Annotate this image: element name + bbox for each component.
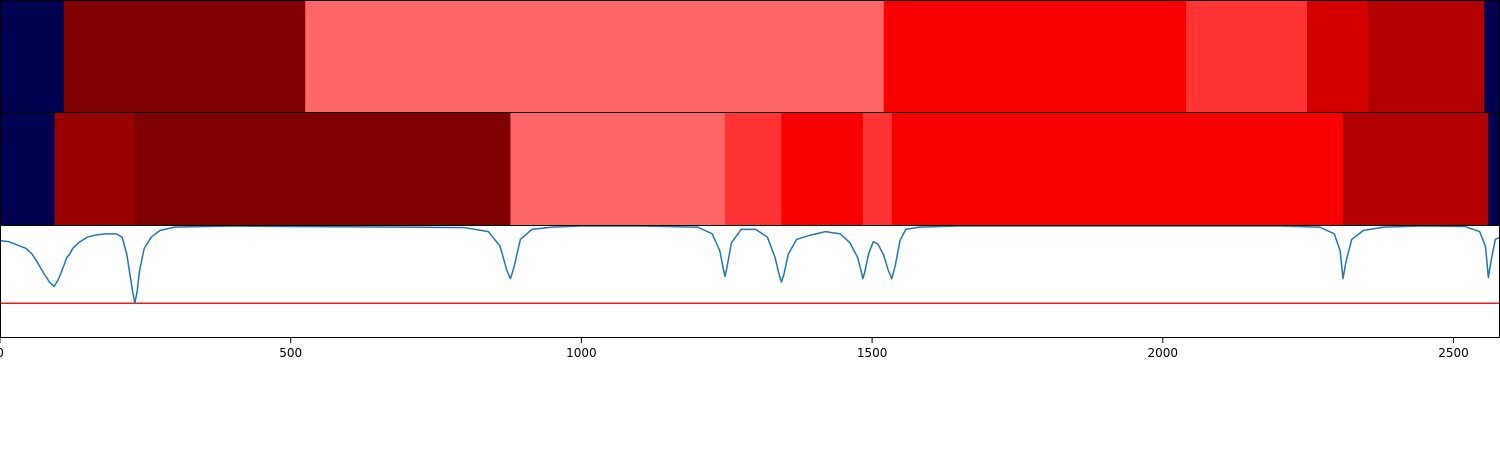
heatmap-cell-1-3 <box>510 113 726 225</box>
heatmap-cell-0-7 <box>1484 0 1500 112</box>
x-tick-label-0: 0 <box>0 346 4 360</box>
heatmap-cell-1-8 <box>1343 113 1489 225</box>
heatmap-cell-1-6 <box>862 113 893 225</box>
heatmap-cell-1-4 <box>725 113 782 225</box>
heatmap-cell-1-1 <box>54 113 135 225</box>
heatmap-cell-1-0 <box>0 113 56 225</box>
x-axis: 0 500 1000 1500 2000 2500 <box>0 338 1469 360</box>
line-panel <box>0 225 1500 305</box>
x-tick-label-1: 500 <box>279 346 302 360</box>
x-tick-label-5: 2500 <box>1438 346 1469 360</box>
x-tick-label-2: 1000 <box>566 346 597 360</box>
x-tick-label-4: 2000 <box>1148 346 1179 360</box>
x-tick-label-3: 1500 <box>857 346 888 360</box>
heatmap-strip-top <box>0 0 1500 112</box>
heatmap-cell-1-7 <box>891 113 1344 225</box>
heatmap-cell-0-2 <box>305 0 885 112</box>
heatmap-cell-1-9 <box>1488 113 1500 225</box>
heatmap-cell-0-5 <box>1306 0 1369 112</box>
line-panel-frame <box>0 225 1500 338</box>
heatmap-cell-0-4 <box>1186 0 1308 112</box>
heatmap-strip-bottom <box>0 113 1500 225</box>
heatmap-cell-1-2 <box>134 113 512 225</box>
heatmap-cell-0-6 <box>1368 0 1485 112</box>
series-line-0 <box>0 225 1500 305</box>
heatmap-cell-0-3 <box>883 0 1187 112</box>
heatmap-cell-0-1 <box>63 0 306 112</box>
heatmap-cell-0-0 <box>0 0 65 112</box>
heatmap-cell-1-5 <box>781 113 864 225</box>
